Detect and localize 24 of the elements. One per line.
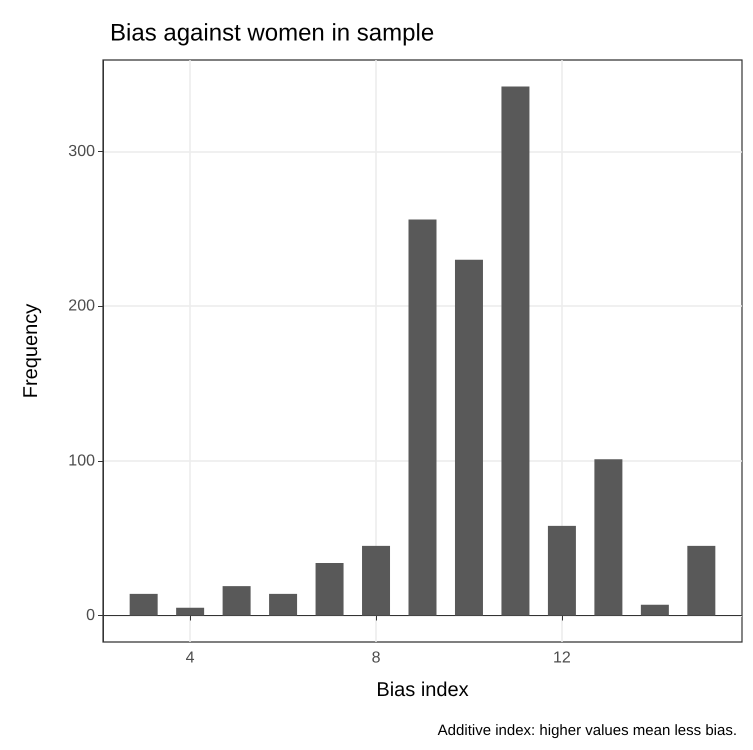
bar: [548, 526, 576, 616]
y-tick-label: 200: [68, 298, 96, 315]
y-tick-label: 100: [68, 452, 96, 470]
text: Additive index: higher values mean less bias.: [438, 722, 738, 739]
bar: [130, 594, 158, 616]
y-tick-label: 300: [68, 142, 96, 160]
x-tick-label: 12: [553, 650, 571, 666]
bar: [222, 586, 251, 616]
x-tick-label: 4: [186, 650, 195, 666]
bar: [454, 260, 483, 616]
y-axis-title: Frequency: [20, 304, 42, 398]
bar: [501, 86, 530, 616]
x-axis-title: Bias index: [376, 679, 469, 701]
y-tick-label: 0: [86, 607, 96, 624]
bar: [408, 220, 436, 616]
bar: [594, 459, 622, 616]
bar: [362, 546, 390, 616]
bar: [640, 604, 669, 616]
bar: [316, 562, 344, 616]
bar: [687, 546, 716, 616]
chart-title: Bias against women in sample: [110, 20, 434, 46]
bar: [176, 608, 204, 616]
bar: [269, 594, 298, 616]
x-tick-label: 8: [372, 650, 381, 666]
